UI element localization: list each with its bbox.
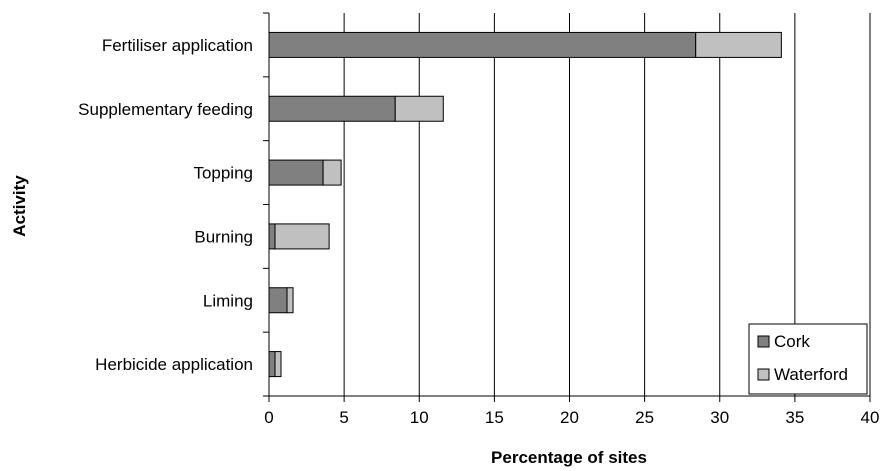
category-label: Topping [193, 164, 253, 183]
legend-label-waterford: Waterford [774, 365, 848, 384]
category-label: Supplementary feeding [78, 100, 253, 119]
category-label: Burning [194, 227, 253, 246]
bar-waterford-0 [695, 31, 782, 58]
bar-cork-0 [268, 31, 697, 58]
bars [268, 31, 782, 378]
x-tick-label: 40 [861, 408, 880, 427]
category-label: Herbicide application [95, 355, 253, 374]
bar-waterford-4 [286, 287, 294, 314]
gridlines [343, 13, 871, 396]
x-tick-label: 30 [710, 408, 729, 427]
category-label: Fertiliser application [102, 36, 253, 55]
x-tick-label: 0 [264, 408, 273, 427]
axes [263, 12, 871, 402]
bar-cork-3 [268, 223, 276, 250]
legend-label-cork: Cork [774, 332, 810, 351]
category-label: Liming [203, 291, 253, 310]
x-tick-label: 15 [485, 408, 504, 427]
category-labels: Fertiliser application Supplementary feed… [78, 36, 253, 374]
legend-swatch-waterford [757, 368, 770, 381]
bar-cork-4 [268, 287, 288, 314]
x-tick-label: 5 [339, 408, 348, 427]
legend: Cork Waterford [748, 323, 868, 395]
bar-waterford-2 [322, 159, 342, 186]
x-tick-label: 20 [560, 408, 579, 427]
x-tick-label: 25 [635, 408, 654, 427]
tick-labels: 0 5 10 15 20 25 30 35 40 [264, 408, 879, 427]
bar-waterford-1 [394, 95, 444, 122]
x-tick-label: 10 [410, 408, 429, 427]
bar-cork-1 [268, 95, 396, 122]
bar-cork-5 [268, 351, 276, 378]
legend-swatch-cork [757, 335, 770, 348]
y-axis-title: Activity [10, 175, 29, 237]
x-tick-label: 35 [785, 408, 804, 427]
bar-cork-2 [268, 159, 324, 186]
bar-waterford-3 [274, 223, 330, 250]
x-axis-title: Percentage of sites [491, 448, 647, 467]
bar-waterford-5 [274, 351, 282, 378]
